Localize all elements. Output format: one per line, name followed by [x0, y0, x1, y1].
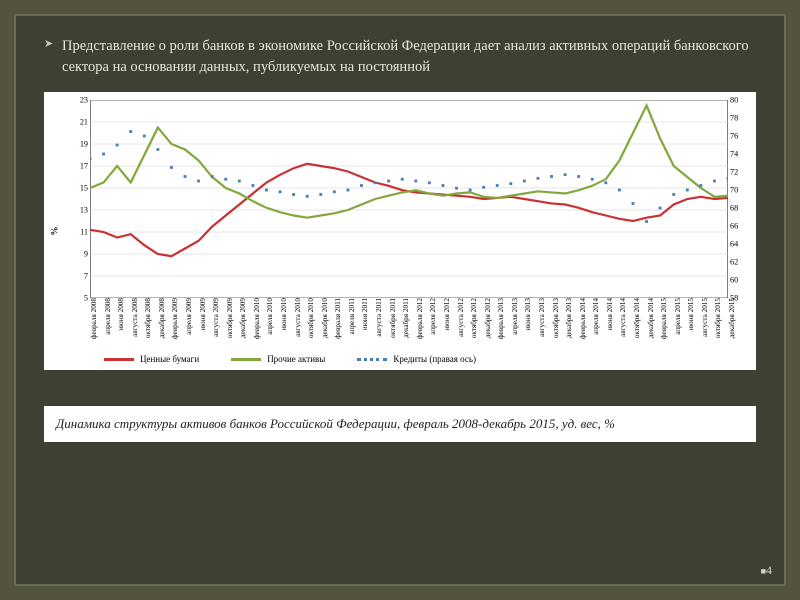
- bullet-text: Представление о роли банков в экономике …: [44, 36, 756, 78]
- legend-item: Кредиты (правая ось): [357, 354, 476, 364]
- legend-item: Прочие активы: [231, 354, 325, 364]
- y-ticks-right: 586062646668707274767880: [730, 100, 748, 298]
- chart-panel: % 57911131517192123 58606264666870727476…: [44, 92, 756, 370]
- plot-area: [90, 100, 728, 298]
- legend-item: Ценные бумаги: [104, 354, 199, 364]
- chart-legend: Ценные бумаги Прочие активы Кредиты (права…: [104, 352, 728, 366]
- y-axis-left-label: %: [50, 227, 60, 236]
- chart-caption: Динамика структуры активов банков Россий…: [44, 406, 756, 442]
- slide: Представление о роли банков в экономике …: [14, 14, 786, 586]
- x-ticks: февраля 2008апреля 2008июня 2008августа …: [90, 298, 728, 348]
- y-ticks-left: 57911131517192123: [66, 100, 88, 298]
- chart-svg: [90, 100, 728, 298]
- page-number: ■4: [761, 563, 772, 578]
